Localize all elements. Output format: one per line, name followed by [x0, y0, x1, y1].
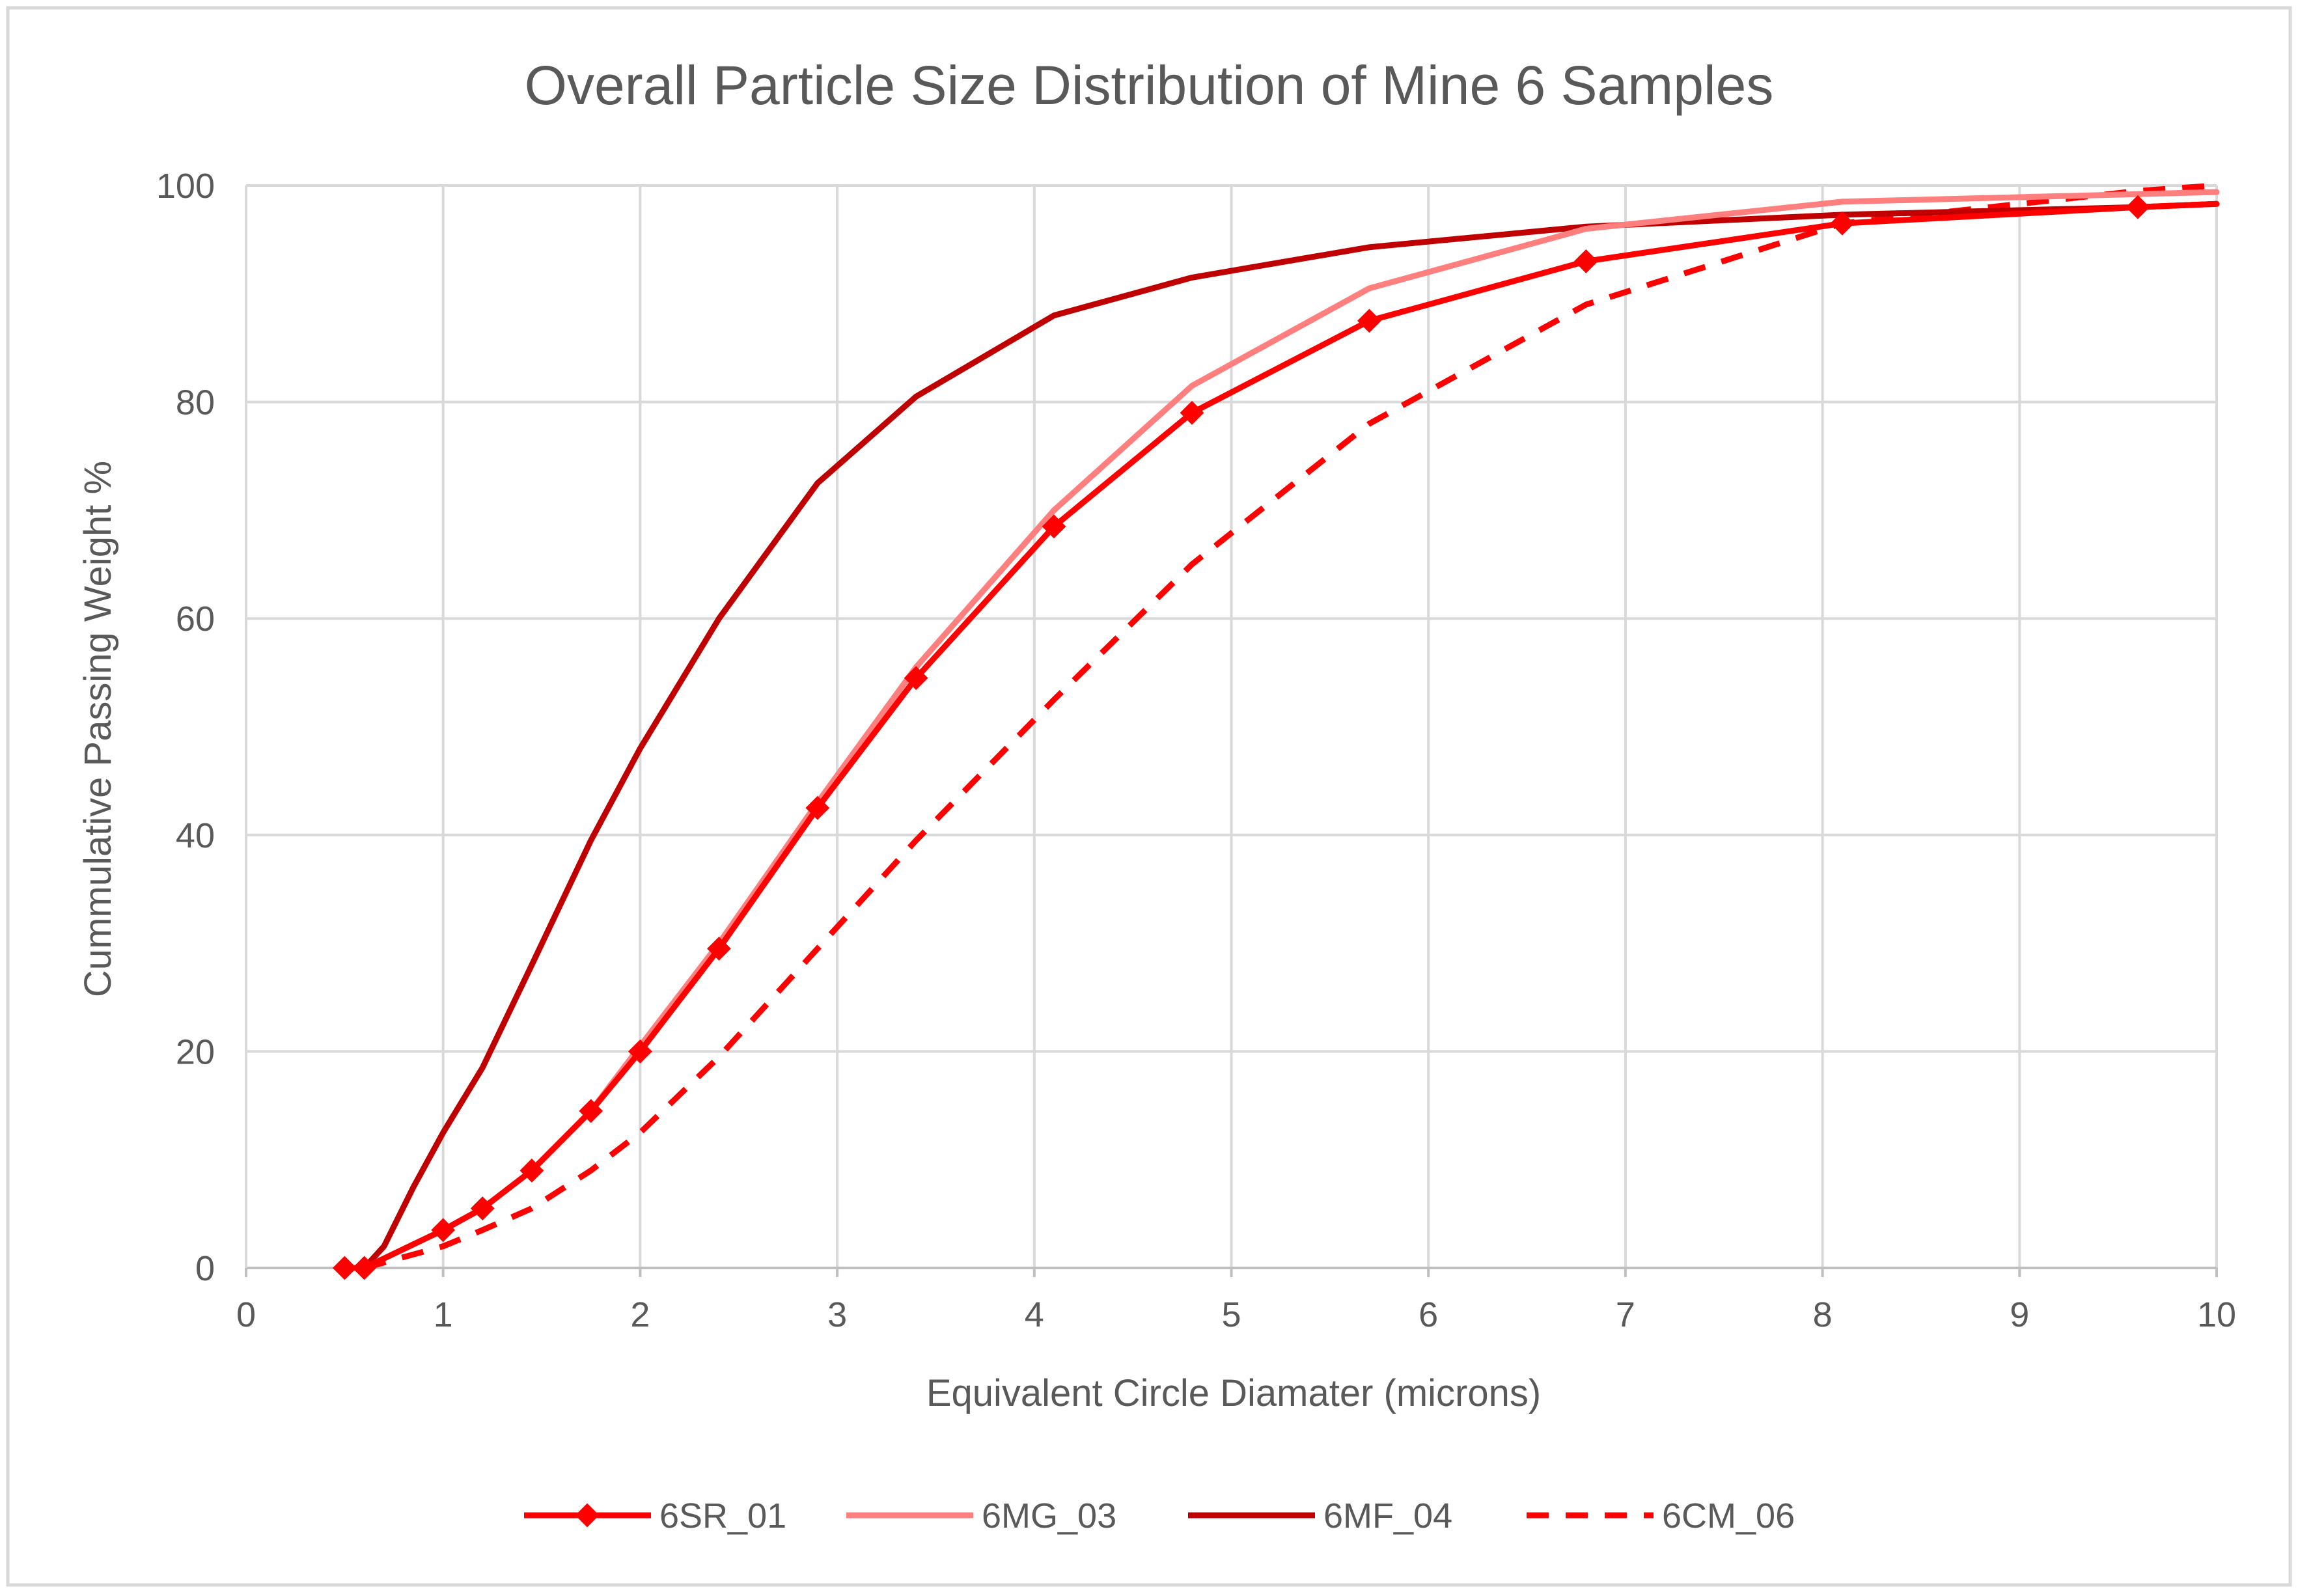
chart-title: Overall Particle Size Distribution of Mi…	[525, 55, 1774, 116]
y-tick-label: 20	[176, 1032, 215, 1071]
x-tick-label: 0	[236, 1295, 256, 1334]
data-point-marker	[805, 795, 830, 820]
data-point-marker	[1573, 249, 1598, 273]
data-point-marker	[1357, 309, 1381, 333]
y-tick-label: 0	[195, 1249, 215, 1288]
legend-label: 6MF_04	[1323, 1496, 1452, 1535]
x-tick-label: 1	[434, 1295, 453, 1334]
data-point-marker	[707, 937, 731, 961]
x-tick-label: 9	[2010, 1295, 2029, 1334]
data-point-marker	[904, 666, 928, 691]
grid-lines	[246, 184, 2218, 1268]
x-tick-label: 10	[2197, 1295, 2236, 1334]
data-point-marker	[628, 1039, 652, 1064]
legend-label: 6CM_06	[1662, 1496, 1795, 1535]
data-point-marker	[1180, 400, 1204, 425]
data-point-marker	[1042, 514, 1066, 539]
data-point-marker	[352, 1256, 377, 1280]
x-axis-label: Equivalent Circle Diamater (microns)	[926, 1372, 1541, 1414]
x-tick-label: 7	[1616, 1295, 1635, 1334]
legend-item-6mg_03: 6MG_03	[846, 1496, 1116, 1535]
x-tick-label: 5	[1221, 1295, 1241, 1334]
chart-background	[6, 6, 2292, 1587]
legend-item-6cm_06: 6CM_06	[1527, 1496, 1795, 1535]
y-tick-label: 80	[176, 383, 215, 422]
y-tick-label: 60	[176, 599, 215, 639]
x-tick-label: 2	[630, 1295, 650, 1334]
legend: 6SR_01 6MG_03 6MF_04 6CM_06	[524, 1496, 1795, 1535]
y-axis-label: Cummulative Passing Weight %	[77, 461, 119, 997]
series-lines	[332, 182, 2220, 1280]
data-point-marker	[1830, 211, 1855, 236]
x-tick-label: 8	[1813, 1295, 1833, 1334]
data-point-marker	[332, 1256, 357, 1280]
axes	[245, 186, 2218, 1277]
data-point-marker	[470, 1196, 495, 1220]
data-point-marker	[579, 1099, 603, 1123]
legend-marker	[575, 1503, 600, 1528]
series-line-6cm_06	[363, 182, 2217, 1271]
data-point-marker	[2125, 195, 2150, 219]
x-tick-label: 3	[827, 1295, 847, 1334]
legend-item-6mf_04: 6MF_04	[1188, 1496, 1452, 1535]
data-point-marker	[431, 1218, 456, 1243]
legend-label: 6SR_01	[659, 1496, 786, 1535]
y-tick-label: 100	[156, 167, 215, 206]
legend-item-6sr_01: 6SR_01	[524, 1496, 786, 1535]
data-point-marker	[519, 1158, 544, 1183]
legend-label: 6MG_03	[982, 1496, 1116, 1535]
y-tick-label: 40	[176, 816, 215, 855]
x-tick-label: 4	[1025, 1295, 1044, 1334]
x-tick-label: 6	[1419, 1295, 1438, 1334]
